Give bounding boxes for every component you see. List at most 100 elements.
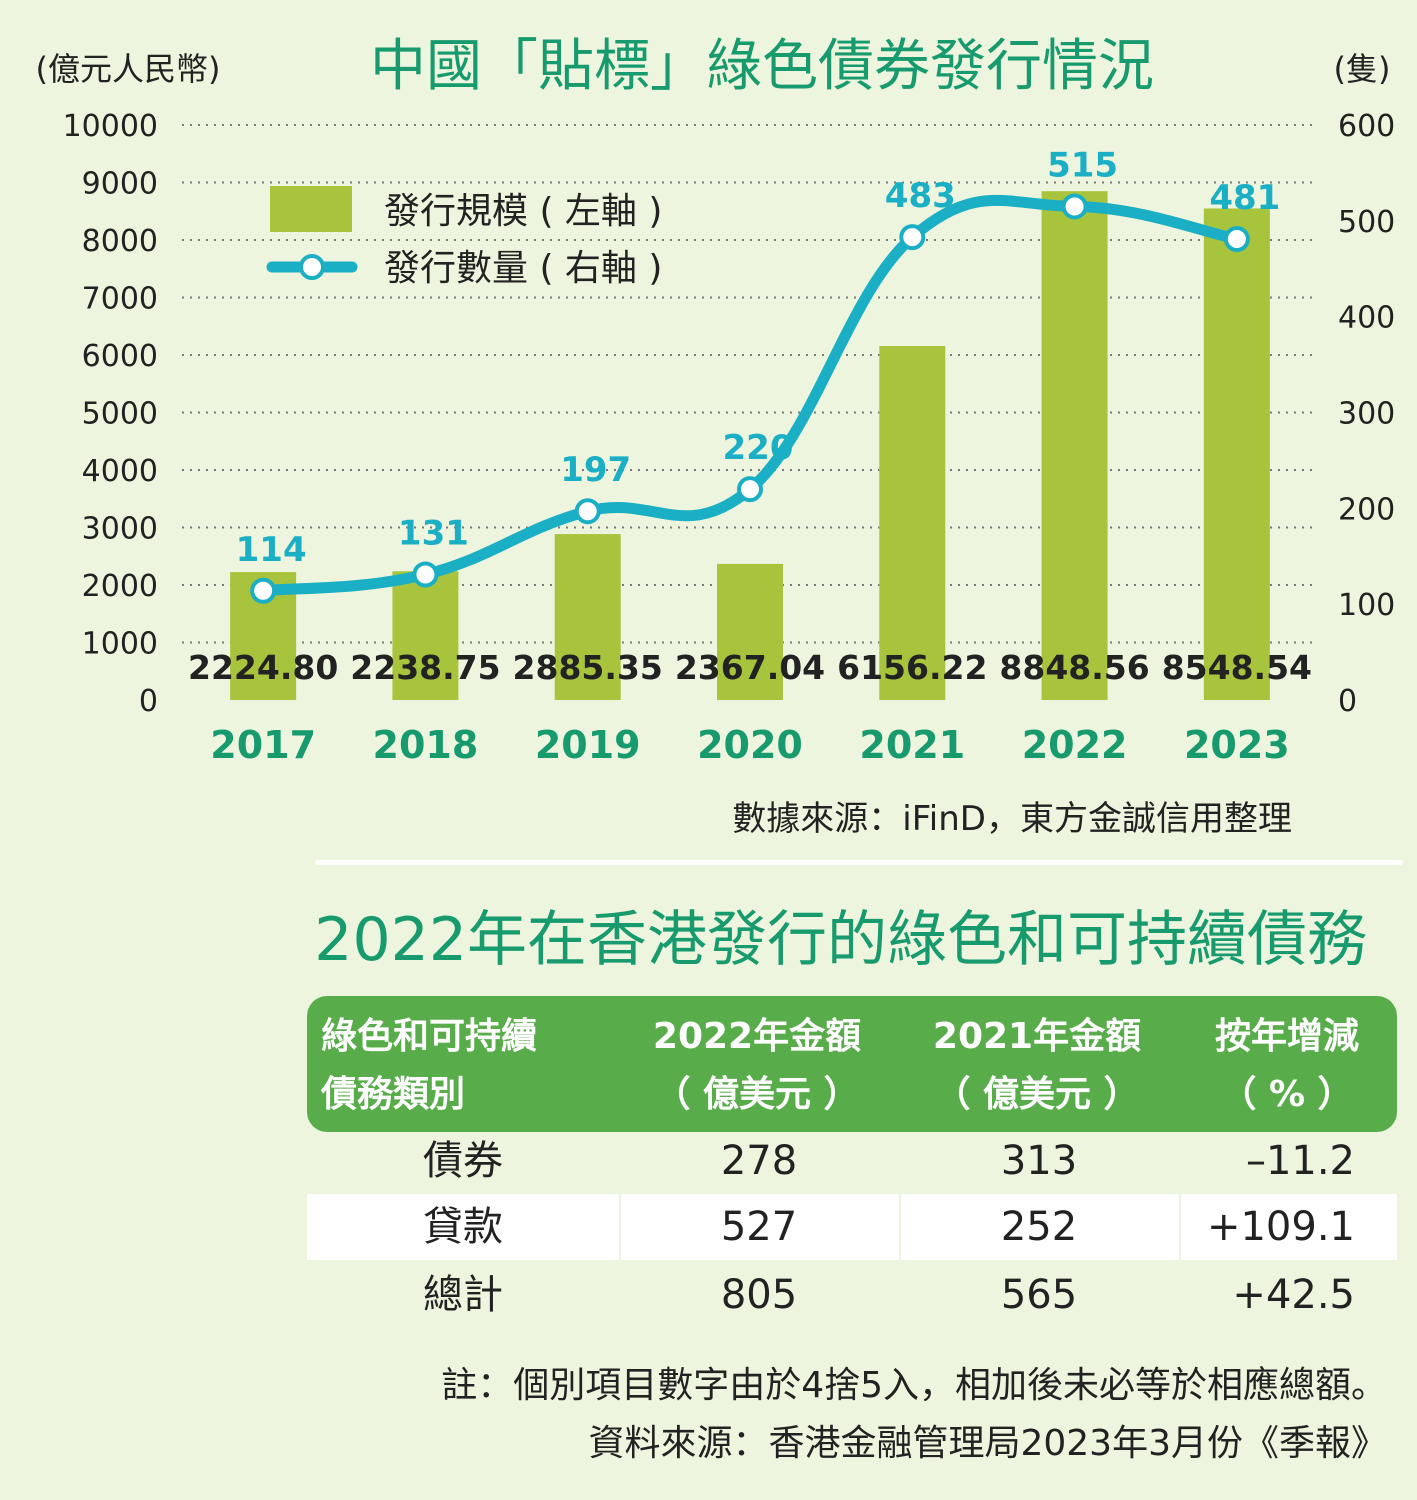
- left-tick-label: 9000: [82, 167, 158, 202]
- bar-data-label: 2238.75: [350, 648, 500, 687]
- header-2022-line2: （ 億美元 ）: [654, 1074, 860, 1115]
- table-note: 註：個別項目數字由於4捨5入，相加後未必等於相應總額。: [441, 1365, 1387, 1406]
- line-point: [412, 561, 439, 588]
- table-source: 資料來源：香港金融管理局2023年3月份《季報》: [588, 1423, 1387, 1464]
- right-axis-unit: (隻): [1334, 50, 1391, 88]
- legend-bar-swatch: [270, 186, 352, 232]
- right-tick-label: 100: [1338, 588, 1395, 623]
- header-2022-line1: 2022年金額: [652, 1016, 862, 1057]
- line-data-label: 220: [723, 428, 794, 468]
- left-tick-label: 6000: [82, 339, 158, 374]
- cell-category: 債券: [423, 1138, 503, 1184]
- table-title: 2022年在香港發行的綠色和可持續債務: [314, 905, 1367, 975]
- header-category: 綠色和可持續 債務類別: [321, 1008, 537, 1124]
- legend-line-label: 發行數量 ( 右軸 ): [384, 248, 662, 289]
- header-category-line2: 債務類別: [321, 1074, 466, 1115]
- x-tick-label: 2019: [535, 723, 641, 767]
- cell-2022: 278: [720, 1138, 798, 1184]
- left-tick-label: 3000: [82, 512, 158, 547]
- x-tick-label: 2023: [1184, 723, 1290, 767]
- right-tick-label: 200: [1338, 492, 1395, 527]
- header-2021-line1: 2021年金額: [932, 1016, 1142, 1057]
- line-data-label: 483: [885, 176, 956, 216]
- chart-source: 數據來源：iFinD，東方金誠信用整理: [732, 799, 1292, 839]
- x-tick-label: 2020: [697, 723, 803, 767]
- bar-series: [230, 191, 1270, 700]
- left-axis-unit: (億元人民幣): [36, 50, 221, 88]
- x-tick-label: 2022: [1022, 723, 1128, 767]
- header-2021-line2: （ 億美元 ）: [934, 1074, 1140, 1115]
- legend-line-marker: [299, 254, 325, 280]
- bar: [717, 563, 783, 700]
- bar-data-label: 2885.35: [513, 648, 663, 687]
- line-data-label: 197: [560, 450, 631, 490]
- left-axis: 0 1000 2000 3000 4000 5000 6000 7000 8000 9000 100…: [63, 109, 158, 719]
- chart: 中國「貼標」綠色債券發行情況 (億元人民幣) (隻) 0100020003000…: [36, 34, 1396, 839]
- right-tick-label: 400: [1338, 301, 1395, 336]
- bar-data-label: 2367.04: [675, 648, 825, 687]
- chart-title: 中國「貼標」綠色債券發行情況: [370, 34, 1154, 99]
- right-tick-label: 0: [1338, 684, 1357, 719]
- left-tick-label: 5000: [82, 397, 158, 432]
- bar: [1203, 208, 1270, 700]
- cell-2021: 565: [1000, 1272, 1078, 1318]
- cell-2021: 313: [1000, 1138, 1078, 1184]
- header-yoy-line1: 按年增減: [1214, 1016, 1359, 1057]
- column-divider: [899, 1194, 901, 1260]
- table-header: 綠色和可持續 債務類別 2022年金額 （ 億美元 ） 2021年金額 （ 億美…: [307, 996, 1397, 1132]
- right-tick-label: 600: [1338, 109, 1395, 144]
- bar: [392, 571, 459, 700]
- cell-yoy: +42.5: [1232, 1272, 1355, 1318]
- line-data-label: 131: [398, 513, 469, 553]
- right-axis: 0 100 200 300 400 500 600: [1338, 109, 1395, 719]
- bar-data-label: 8848.56: [999, 648, 1149, 687]
- left-tick-label: 8000: [82, 224, 158, 259]
- line-point: [250, 577, 277, 604]
- left-tick-label: 0: [139, 684, 158, 719]
- header-yoy-line2: （ % ）: [1220, 1074, 1354, 1115]
- bar-data-label: 8548.54: [1162, 648, 1312, 687]
- bar-labels: 2224.80 2238.75 2885.35 2367.04 6156.22 8848.…: [188, 648, 1312, 687]
- cell-category: 貸款: [423, 1204, 503, 1250]
- table-row: 總計 805 565 +42.5: [307, 1262, 1397, 1328]
- legend: 發行規模 ( 左軸 ) 發行數量 ( 右軸 ): [266, 186, 662, 289]
- header-yoy: 按年增減 （ % ）: [1187, 1008, 1387, 1124]
- line-data-label: 481: [1209, 178, 1280, 218]
- bar: [1041, 191, 1108, 700]
- left-tick-label: 1000: [82, 627, 158, 662]
- left-tick-label: 7000: [82, 282, 158, 317]
- cell-2021: 252: [1000, 1204, 1078, 1250]
- header-2021: 2021年金額 （ 億美元 ）: [907, 1008, 1167, 1124]
- bar-data-label: 6156.22: [837, 648, 987, 687]
- line-point: [1061, 193, 1088, 220]
- left-tick-label: 4000: [82, 454, 158, 489]
- left-tick-label: 10000: [63, 109, 158, 144]
- x-axis: 2017 2018 2019 2020 2021 2022 2023: [210, 723, 1289, 767]
- x-tick-label: 2017: [210, 723, 316, 767]
- cell-yoy: +109.1: [1206, 1204, 1355, 1250]
- cell-yoy: –11.2: [1245, 1138, 1355, 1184]
- header-category-line1: 綠色和可持續: [321, 1016, 538, 1057]
- x-tick-label: 2018: [373, 723, 479, 767]
- line-point: [899, 224, 926, 251]
- bar: [879, 346, 946, 700]
- x-tick-label: 2021: [859, 723, 965, 767]
- right-tick-label: 500: [1338, 205, 1395, 240]
- legend-bar-label: 發行規模 ( 左軸 ): [384, 191, 662, 232]
- bar-data-label: 2224.80: [188, 648, 338, 687]
- line-point: [737, 476, 763, 503]
- column-divider: [1179, 1194, 1181, 1260]
- cell-2022: 527: [720, 1204, 798, 1250]
- line-data-label: 114: [236, 530, 307, 570]
- cell-2022: 805: [720, 1272, 798, 1318]
- header-2022: 2022年金額 （ 億美元 ）: [627, 1008, 887, 1124]
- line-data-label: 515: [1047, 145, 1118, 185]
- line-series: 114 131 197 220 483 515 481: [236, 145, 1280, 604]
- line-point: [574, 498, 601, 525]
- table-row: 債券 278 313 –11.2: [307, 1128, 1397, 1194]
- table-row: 貸款 527 252 +109.1: [307, 1194, 1397, 1260]
- left-tick-label: 2000: [82, 569, 158, 604]
- right-tick-label: 300: [1338, 397, 1395, 432]
- bar: [554, 534, 621, 700]
- line-point: [1223, 226, 1250, 253]
